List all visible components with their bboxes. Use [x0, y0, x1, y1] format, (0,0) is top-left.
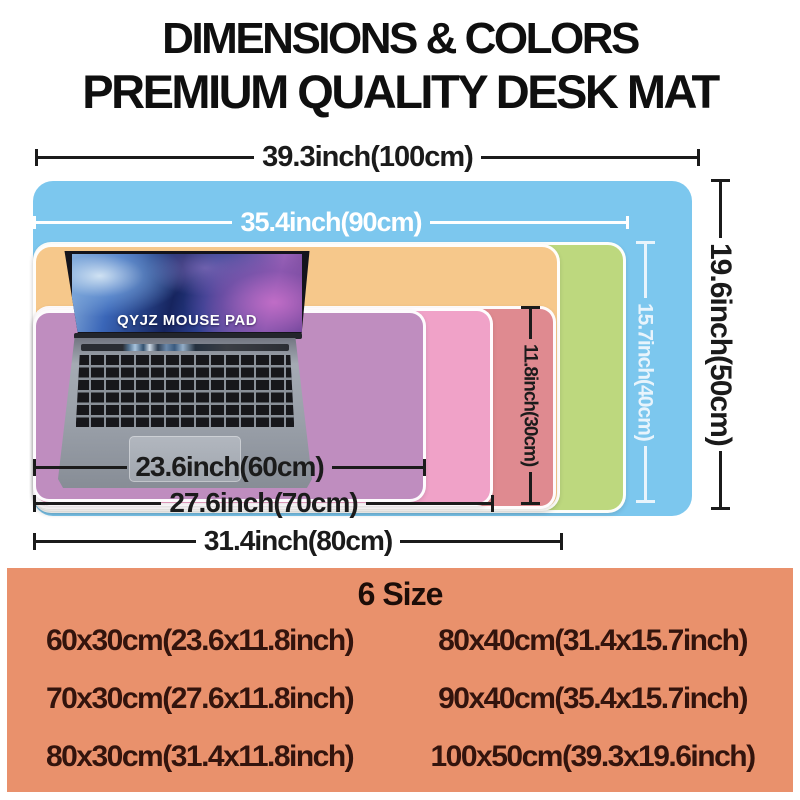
laptop-touchbar: [80, 344, 290, 351]
dim-height-40cm: 15.7inch(40cm): [627, 241, 663, 503]
dim-cap: [33, 532, 36, 550]
dim-line: [36, 220, 233, 224]
dim-width-90cm-label: 35.4inch(90cm): [240, 206, 422, 237]
dim-line: [643, 244, 647, 299]
dim-line: [528, 309, 532, 340]
dim-line: [480, 155, 698, 159]
dim-width-80cm-label: 31.4inch(80cm): [203, 525, 393, 556]
dim-cap: [697, 148, 701, 166]
size-entry-80x40: 80x40cm(31.4x15.7inch): [438, 624, 748, 657]
dim-line: [331, 465, 424, 469]
dim-cap: [33, 458, 36, 476]
dim-width-90cm: 35.4inch(90cm): [33, 204, 629, 240]
size-panel-heading: 6 Size: [357, 576, 444, 612]
dim-cap: [33, 215, 36, 229]
dim-width-100cm: 39.3inch(100cm): [35, 139, 701, 175]
laptop-screen: QYJZ MOUSE PAD: [64, 251, 310, 334]
size-list-panel: 6 Size 60x30cm(23.6x11.8inch) 80x40cm(31…: [7, 568, 793, 792]
dim-width-100cm-label: 39.3inch(100cm): [262, 140, 474, 173]
dim-width-60cm: 23.6inch(60cm): [33, 449, 427, 485]
dim-cap: [635, 500, 655, 503]
dim-line: [365, 501, 492, 505]
laptop-hinge: [74, 333, 302, 339]
dim-width-70cm-label: 27.6inch(70cm): [169, 487, 358, 518]
dim-line: [528, 471, 532, 502]
dim-width-70cm: 27.6inch(70cm): [33, 485, 495, 521]
dim-height-50cm: 19.6inch(50cm): [702, 179, 738, 510]
size-row: 60x30cm(23.6x11.8inch) 80x40cm(31.4x15.7…: [7, 626, 793, 656]
dim-line: [429, 220, 626, 224]
dim-line: [643, 445, 647, 500]
dim-line: [36, 465, 128, 469]
dim-cap: [560, 532, 564, 550]
size-entry-70x30: 70x30cm(27.6x11.8inch): [45, 682, 355, 715]
dim-cap: [491, 494, 495, 512]
dim-height-40cm-label: 15.7inch(40cm): [633, 303, 657, 441]
size-entry-90x40: 90x40cm(35.4x15.7inch): [438, 682, 748, 715]
dim-cap: [635, 241, 655, 244]
dim-cap: [710, 179, 730, 182]
title-line-2: PREMIUM QUALITY DESK MAT: [82, 65, 720, 118]
dim-line: [400, 539, 561, 543]
dim-cap: [520, 502, 540, 505]
size-entry-100x50: 100x50cm(39.3x19.6inch): [430, 740, 757, 773]
title-line-1: DIMENSIONS & COLORS: [162, 14, 640, 63]
size-row: 80x30cm(31.4x11.8inch) 100x50cm(39.3x19.…: [7, 742, 793, 772]
size-row: 70x30cm(27.6x11.8inch) 90x40cm(35.4x15.7…: [7, 684, 793, 714]
dim-cap: [520, 306, 540, 309]
laptop-body: [58, 338, 312, 488]
size-entry-80x30: 80x30cm(31.4x11.8inch): [45, 740, 355, 773]
dim-cap: [35, 148, 38, 166]
dim-height-30cm: 11.8inch(30cm): [512, 306, 548, 505]
dim-cap: [33, 494, 36, 512]
laptop-wallpaper: [72, 254, 302, 332]
dim-cap: [710, 507, 730, 510]
laptop-trackpad: [129, 436, 241, 482]
dim-line: [36, 539, 196, 543]
dim-line: [718, 182, 722, 239]
dim-cap: [423, 458, 427, 476]
dim-cap: [626, 215, 629, 229]
dim-height-30cm-label: 11.8inch(30cm): [519, 344, 541, 467]
size-entry-60x30: 60x30cm(23.6x11.8inch): [45, 624, 355, 657]
dim-line: [36, 501, 162, 505]
laptop-keyboard: [75, 355, 295, 427]
dim-height-50cm-label: 19.6inch(50cm): [704, 243, 737, 446]
dim-width-80cm: 31.4inch(80cm): [33, 523, 564, 559]
dim-line: [718, 450, 722, 507]
dim-line: [38, 155, 255, 159]
laptop-screen-text: QYJZ MOUSE PAD: [116, 312, 258, 329]
dim-width-60cm-label: 23.6inch(60cm): [135, 451, 324, 482]
